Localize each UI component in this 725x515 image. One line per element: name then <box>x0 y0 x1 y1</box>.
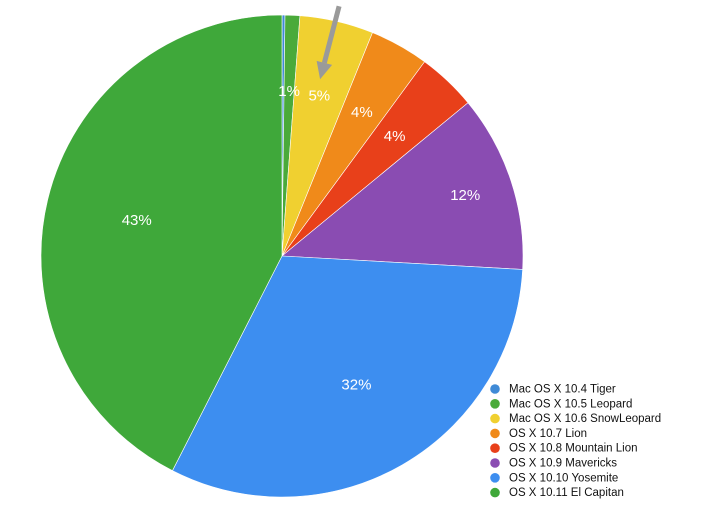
legend-label-mac-os-x-10-6-snowleopard: Mac OS X 10.6 SnowLeopard <box>509 413 661 425</box>
data-label-os-x-10-8-mountain-lion: 4% <box>384 128 406 145</box>
data-label-os-x-10-11-el-capitan: 43% <box>122 212 152 229</box>
legend-swatch-mac-os-x-10-4-tiger <box>490 384 500 394</box>
data-label-os-x-10-7-lion: 4% <box>351 104 373 121</box>
data-label-mac-os-x-10-5-leopard: 1% <box>278 83 300 100</box>
legend-label-os-x-10-9-mavericks: OS X 10.9 Mavericks <box>509 458 617 470</box>
annotation-arrow <box>316 5 342 80</box>
pie-slice-os-x-10-11-el-capitan <box>40 14 283 472</box>
legend: Mac OS X 10.4 Tiger Mac OS X 10.5 Leopard… <box>490 384 661 499</box>
legend-swatch-os-x-10-9-mavericks <box>490 458 500 468</box>
data-label-os-x-10-9-mavericks: 12% <box>450 187 480 204</box>
legend-swatch-os-x-10-7-lion <box>490 428 500 439</box>
legend-swatch-os-x-10-10-yosemite <box>490 473 500 483</box>
pie-slice-os-x-10-9-mavericks <box>281 102 524 270</box>
legend-swatch-mac-os-x-10-5-leopard <box>490 399 500 409</box>
legend-swatch-mac-os-x-10-6-snowleopard <box>490 413 500 424</box>
legend-label-os-x-10-8-mountain-lion: OS X 10.8 Mountain Lion <box>509 443 638 455</box>
legend-label-mac-os-x-10-5-leopard: Mac OS X 10.5 Leopard <box>509 398 632 410</box>
slice-labels: 1% 5% 4% 4% 12% 32% 43% <box>122 83 481 393</box>
arrow-shaft <box>321 5 342 64</box>
legend-label-os-x-10-7-lion: OS X 10.7 Lion <box>509 428 587 440</box>
legend-swatch-os-x-10-11-el-capitan <box>490 487 500 498</box>
legend-label-mac-os-x-10-4-tiger: Mac OS X 10.4 Tiger <box>509 384 616 396</box>
pie-slices <box>40 14 524 498</box>
arrow-head <box>316 60 333 80</box>
data-label-os-x-10-10-yosemite: 32% <box>341 377 371 394</box>
legend-swatch-os-x-10-8-mountain-lion <box>490 443 500 454</box>
legend-label-os-x-10-11-el-capitan: OS X 10.11 El Capitan <box>509 487 624 499</box>
data-label-mac-os-x-10-6-snowleopard: 5% <box>308 87 330 104</box>
legend-label-os-x-10-10-yosemite: OS X 10.10 Yosemite <box>509 472 618 484</box>
pie-slice-os-x-10-10-yosemite <box>172 255 523 498</box>
